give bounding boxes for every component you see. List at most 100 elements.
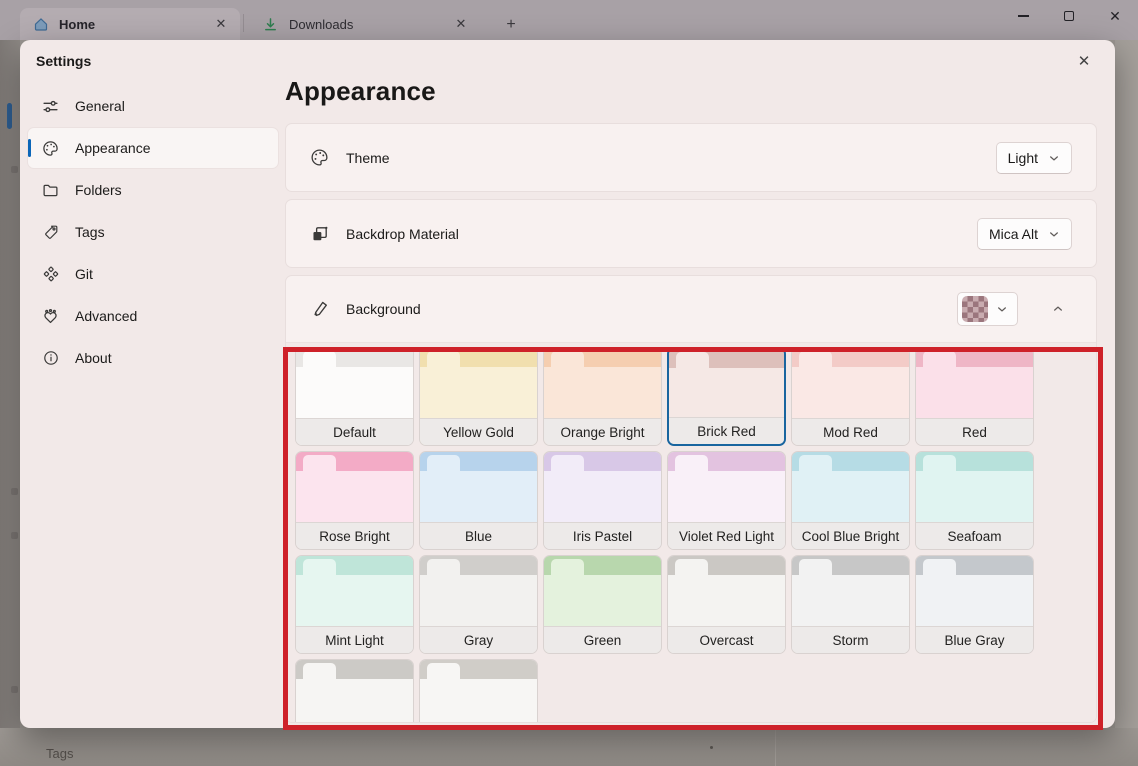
tab-downloads[interactable]: Downloads ✕ — [248, 8, 480, 40]
folder-body — [668, 471, 785, 522]
swatch-violet-red-light[interactable]: Violet Red Light — [667, 451, 786, 550]
sliders-icon — [42, 98, 59, 115]
sidebar-item-git[interactable]: Git — [28, 254, 278, 294]
swatch-blue[interactable]: Blue — [419, 451, 538, 550]
page-title: Appearance — [285, 76, 436, 106]
swatch-label: Overcast — [668, 626, 785, 653]
swatch-gray[interactable]: Gray — [419, 555, 538, 654]
download-icon — [262, 16, 279, 33]
background-peek-mark — [11, 532, 18, 539]
chevron-down-icon — [1048, 152, 1060, 164]
maximize-button[interactable] — [1046, 0, 1092, 32]
folder-notch — [675, 455, 708, 472]
settings-dialog: Settings ✕ General Appearance Folders Ta… — [20, 40, 1115, 728]
swatch-default[interactable]: Default — [295, 347, 414, 446]
swatch-mint-light[interactable]: Mint Light — [295, 555, 414, 654]
close-window-button[interactable]: ✕ — [1092, 0, 1138, 32]
sidebar-item-tags[interactable]: Tags — [28, 212, 278, 252]
swatch-label: Yellow Gold — [420, 418, 537, 445]
tab-home[interactable]: Home ✕ — [20, 8, 240, 40]
swatch-overcast[interactable]: Overcast — [667, 555, 786, 654]
tab-separator — [243, 14, 244, 32]
sidebar-item-appearance[interactable]: Appearance — [28, 128, 278, 168]
minimize-button[interactable] — [1000, 0, 1046, 32]
advanced-icon — [42, 308, 59, 325]
window-controls: ✕ — [1000, 0, 1138, 40]
background-peek-mark — [11, 488, 18, 495]
folder-body — [668, 575, 785, 626]
sidebar-item-advanced[interactable]: Advanced — [28, 296, 278, 336]
folder-body — [916, 471, 1033, 522]
folder-notch — [427, 663, 460, 680]
swatch-label: Default — [296, 418, 413, 445]
folder-notch — [923, 351, 956, 368]
swatch-rose-bright[interactable]: Rose Bright — [295, 451, 414, 550]
sidebar-item-label: Appearance — [75, 140, 151, 156]
swatch-label: Cool Blue Bright — [792, 522, 909, 549]
theme-dropdown[interactable]: Light — [995, 141, 1072, 174]
background-peek-mark — [11, 166, 18, 173]
swatch-red[interactable]: Red — [915, 347, 1034, 446]
sidebar-item-label: Folders — [75, 182, 122, 198]
folder-notch — [427, 455, 460, 472]
folder-body — [669, 368, 784, 417]
swatch-seafoam[interactable]: Seafoam — [915, 451, 1034, 550]
folder-notch — [676, 352, 709, 369]
swatch-mod-red[interactable]: Mod Red — [791, 347, 910, 446]
swatch-label: Seafoam — [916, 522, 1033, 549]
swatch-brick-red[interactable]: Brick Red — [667, 347, 786, 446]
background-color-dropdown[interactable] — [957, 292, 1018, 326]
folder-body — [296, 679, 413, 722]
folder-body — [420, 679, 537, 722]
background-divider — [775, 728, 776, 766]
background-window-left-edge — [0, 40, 20, 728]
swatch-blue-gray[interactable]: Blue Gray — [915, 555, 1034, 654]
tag-icon — [42, 224, 59, 241]
swatch-label: Gray — [420, 626, 537, 653]
swatch-unnamed-2[interactable] — [419, 659, 538, 722]
new-tab-button[interactable]: + — [506, 16, 516, 33]
background-window-bottom-strip: Tags — [0, 728, 1138, 766]
swatch-label: Rose Bright — [296, 522, 413, 549]
background-peek-mark — [11, 686, 18, 693]
app-titlebar: Home ✕ Downloads ✕ + ✕ — [0, 0, 1138, 40]
minimize-icon — [1017, 15, 1029, 17]
paintbrush-icon — [310, 300, 329, 319]
sidebar-item-label: Tags — [75, 224, 105, 240]
swatch-label: Mod Red — [792, 418, 909, 445]
swatch-iris-pastel[interactable]: Iris Pastel — [543, 451, 662, 550]
folder-body — [296, 471, 413, 522]
sidebar-item-general[interactable]: General — [28, 86, 278, 126]
backdrop-setting-card: Backdrop Material Mica Alt — [285, 199, 1097, 268]
swatch-orange-bright[interactable]: Orange Bright — [543, 347, 662, 446]
folder-icon — [42, 182, 59, 199]
swatch-green[interactable]: Green — [543, 555, 662, 654]
background-nav-selection-indicator — [7, 103, 12, 129]
swatch-label: Green — [544, 626, 661, 653]
swatch-storm[interactable]: Storm — [791, 555, 910, 654]
backdrop-material-dropdown[interactable]: Mica Alt — [976, 217, 1072, 250]
folder-notch — [923, 455, 956, 472]
swatch-label: Blue Gray — [916, 626, 1033, 653]
dialog-close-button[interactable]: ✕ — [1077, 53, 1091, 70]
swatch-cool-blue-bright[interactable]: Cool Blue Bright — [791, 451, 910, 550]
swatch-yellow-gold[interactable]: Yellow Gold — [419, 347, 538, 446]
tab-downloads-close-icon[interactable]: ✕ — [455, 16, 467, 31]
swatch-label: Orange Bright — [544, 418, 661, 445]
background-collapse-button[interactable] — [1044, 296, 1072, 322]
folder-body — [916, 575, 1033, 626]
background-window-right-edge — [1115, 40, 1138, 728]
sidebar-item-label: Advanced — [75, 308, 138, 324]
folder-notch — [923, 559, 956, 576]
sidebar-item-about[interactable]: About — [28, 338, 278, 378]
folder-notch — [303, 559, 336, 576]
sidebar-item-folders[interactable]: Folders — [28, 170, 278, 210]
sidebar-item-label: General — [75, 98, 125, 114]
folder-body — [544, 575, 661, 626]
swatch-unnamed-1[interactable] — [295, 659, 414, 722]
folder-notch — [303, 663, 336, 680]
folder-body — [420, 367, 537, 418]
maximize-icon — [1064, 11, 1074, 21]
theme-palette-icon — [310, 148, 329, 167]
tab-home-close-icon[interactable]: ✕ — [215, 16, 227, 31]
